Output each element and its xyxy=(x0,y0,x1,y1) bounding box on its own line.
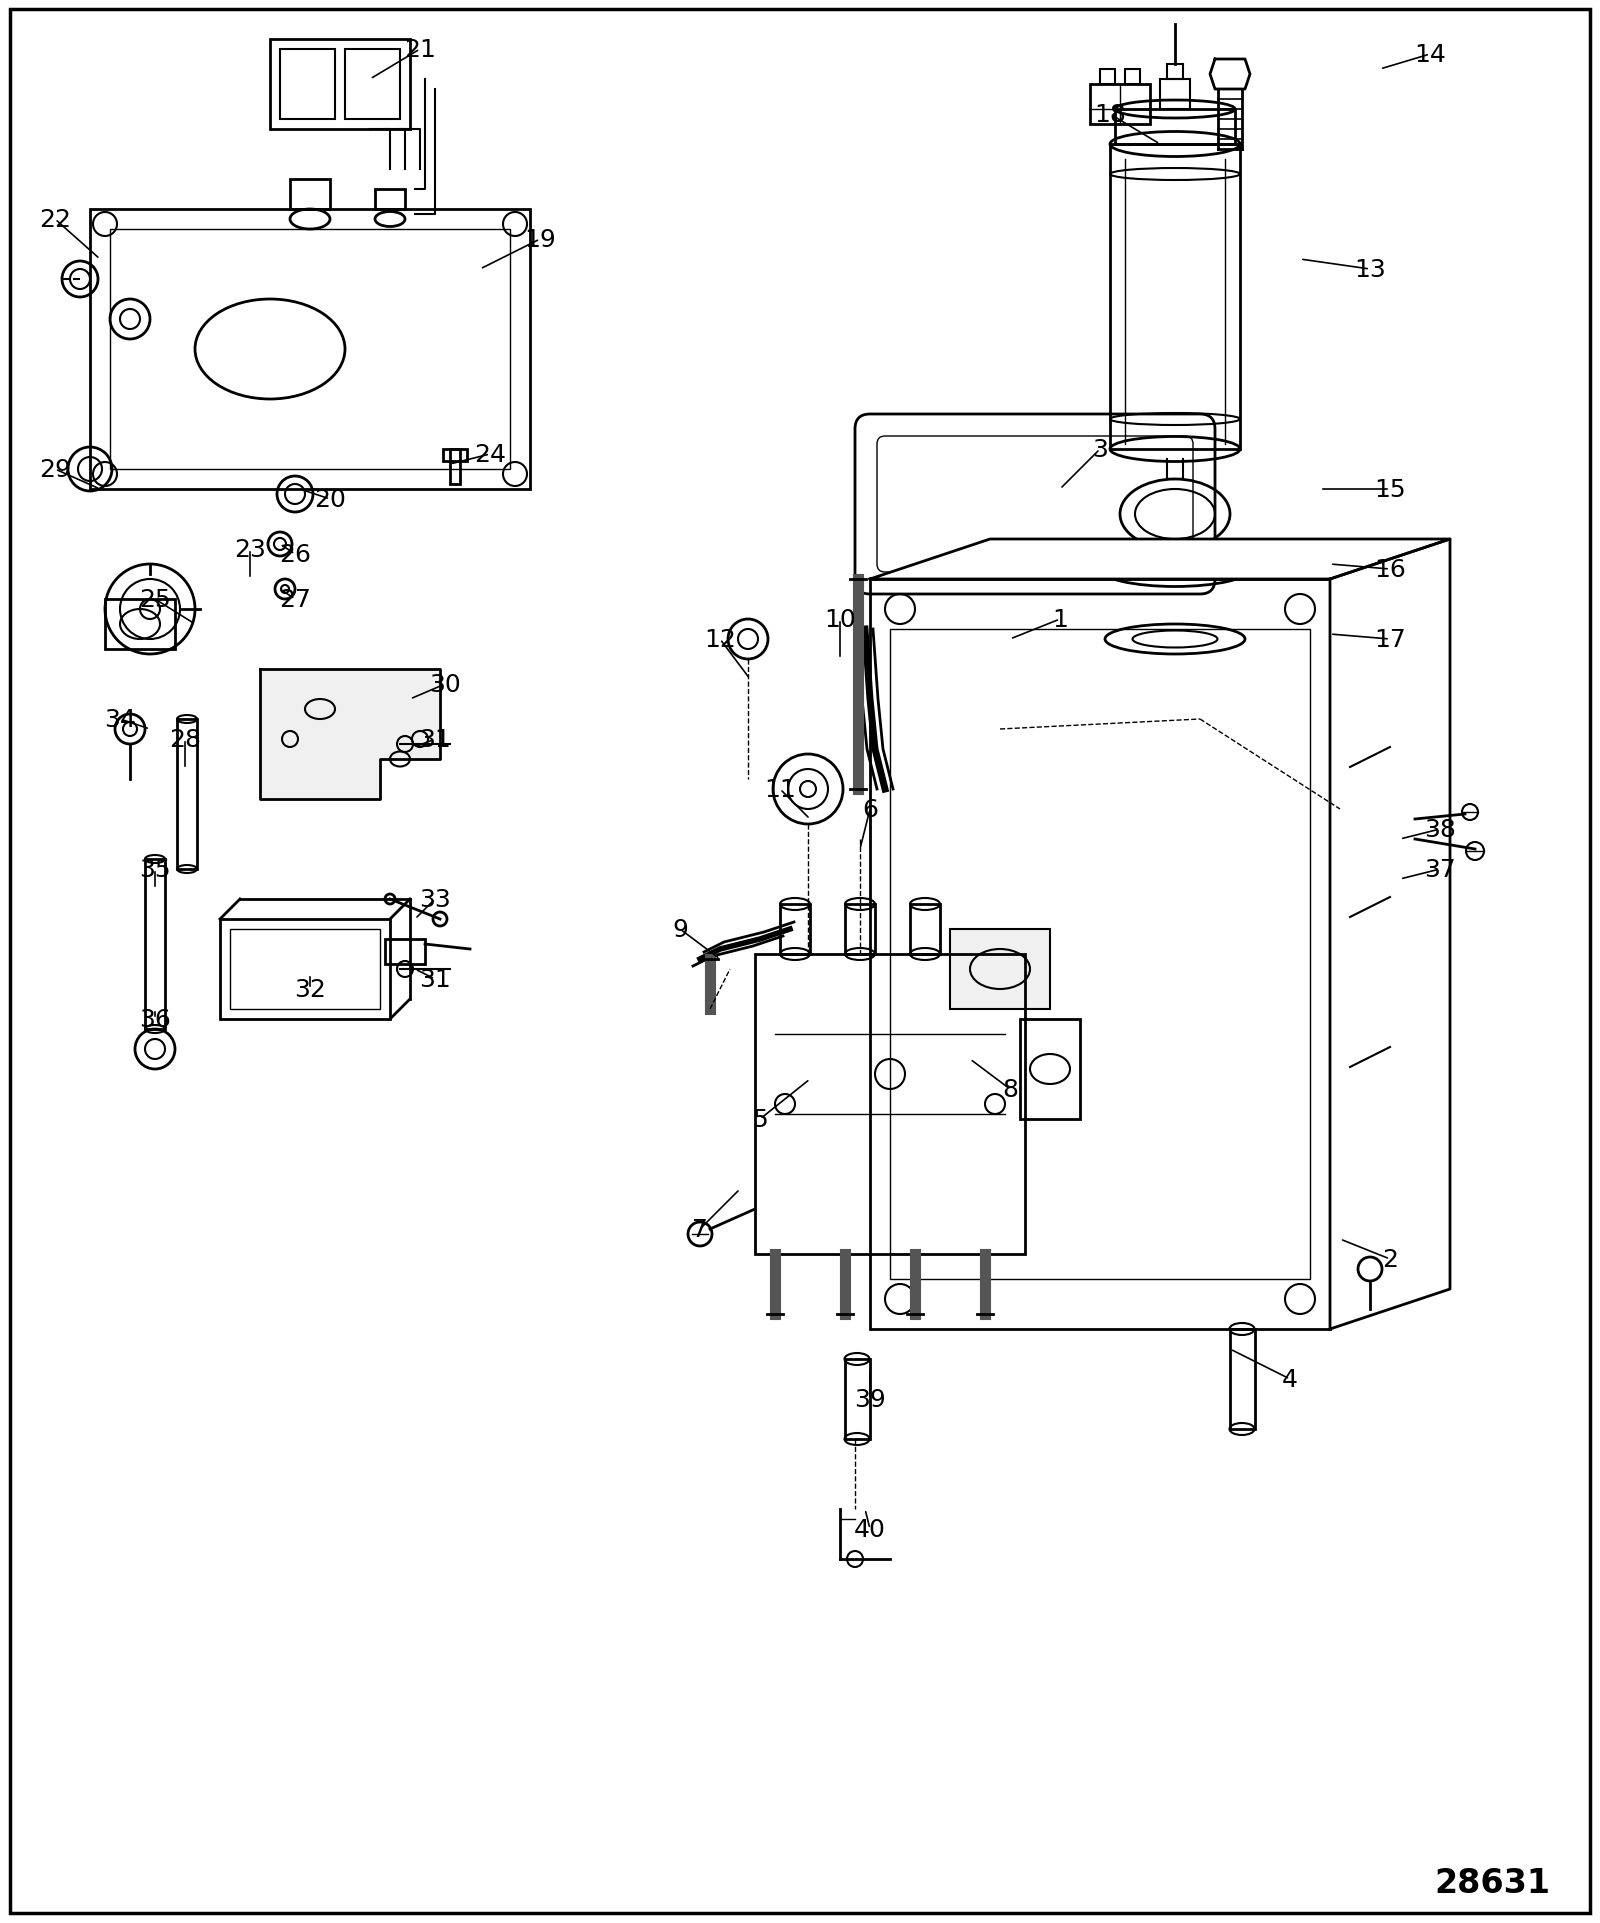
Bar xyxy=(845,904,875,954)
Text: 32: 32 xyxy=(294,977,326,1002)
Bar xyxy=(450,450,461,485)
Bar xyxy=(890,629,1310,1279)
Bar xyxy=(1021,1019,1080,1119)
Text: 40: 40 xyxy=(854,1517,886,1540)
Text: 28631: 28631 xyxy=(1434,1865,1550,1900)
Bar xyxy=(280,50,334,119)
Text: 35: 35 xyxy=(139,858,171,881)
Bar xyxy=(221,919,390,1019)
Text: 3: 3 xyxy=(1093,438,1107,462)
Text: 37: 37 xyxy=(1424,858,1456,881)
Bar xyxy=(290,181,330,210)
Bar xyxy=(755,954,1026,1254)
Bar xyxy=(1160,81,1190,110)
Text: 16: 16 xyxy=(1374,558,1406,581)
Text: 9: 9 xyxy=(672,917,688,942)
Bar xyxy=(845,1360,870,1438)
Bar xyxy=(146,860,165,1029)
Text: 26: 26 xyxy=(278,542,310,567)
Text: 22: 22 xyxy=(38,208,70,233)
Text: 34: 34 xyxy=(104,708,136,731)
Text: 12: 12 xyxy=(704,627,736,652)
Text: 15: 15 xyxy=(1374,477,1406,502)
Text: 23: 23 xyxy=(234,538,266,562)
Text: 25: 25 xyxy=(139,588,171,612)
Text: 21: 21 xyxy=(405,38,435,62)
Text: 31: 31 xyxy=(419,727,451,752)
Bar xyxy=(1230,1329,1254,1429)
Bar xyxy=(374,190,405,210)
Text: 18: 18 xyxy=(1094,104,1126,127)
Text: 11: 11 xyxy=(765,777,795,802)
Text: 31: 31 xyxy=(419,967,451,992)
Bar xyxy=(1166,65,1182,81)
Text: 28: 28 xyxy=(170,727,202,752)
Bar xyxy=(781,904,810,954)
Bar xyxy=(1110,144,1240,450)
Text: 6: 6 xyxy=(862,798,878,821)
Text: 27: 27 xyxy=(278,588,310,612)
Text: 2: 2 xyxy=(1382,1248,1398,1271)
Text: 36: 36 xyxy=(139,1008,171,1031)
Bar xyxy=(90,210,530,490)
Text: 19: 19 xyxy=(525,229,555,252)
Bar xyxy=(1090,85,1150,125)
Bar xyxy=(950,929,1050,1010)
Polygon shape xyxy=(1330,540,1450,1329)
Bar xyxy=(110,231,510,469)
Text: 38: 38 xyxy=(1424,817,1456,842)
Text: 10: 10 xyxy=(824,608,856,631)
Text: 33: 33 xyxy=(419,888,451,912)
Bar xyxy=(178,719,197,869)
Text: 30: 30 xyxy=(429,673,461,696)
Bar xyxy=(270,40,410,131)
Text: 1: 1 xyxy=(1053,608,1067,631)
Text: 7: 7 xyxy=(693,1217,707,1242)
Bar xyxy=(346,50,400,119)
Text: 29: 29 xyxy=(38,458,70,483)
Text: 39: 39 xyxy=(854,1386,886,1411)
Text: 13: 13 xyxy=(1354,258,1386,283)
Bar xyxy=(910,904,941,954)
Text: 20: 20 xyxy=(314,488,346,512)
Text: 24: 24 xyxy=(474,442,506,467)
Polygon shape xyxy=(259,669,440,800)
Text: 14: 14 xyxy=(1414,42,1446,67)
Bar xyxy=(106,600,174,650)
Bar xyxy=(1101,69,1115,85)
Text: 17: 17 xyxy=(1374,627,1406,652)
Bar xyxy=(1115,110,1235,144)
Bar xyxy=(870,579,1330,1329)
Bar xyxy=(1125,69,1139,85)
Bar xyxy=(443,450,467,462)
Polygon shape xyxy=(1210,60,1250,90)
Text: 8: 8 xyxy=(1002,1077,1018,1102)
Bar xyxy=(230,929,381,1010)
Text: 4: 4 xyxy=(1282,1367,1298,1390)
Polygon shape xyxy=(870,540,1450,579)
Text: 5: 5 xyxy=(752,1108,768,1131)
Bar xyxy=(386,940,426,965)
